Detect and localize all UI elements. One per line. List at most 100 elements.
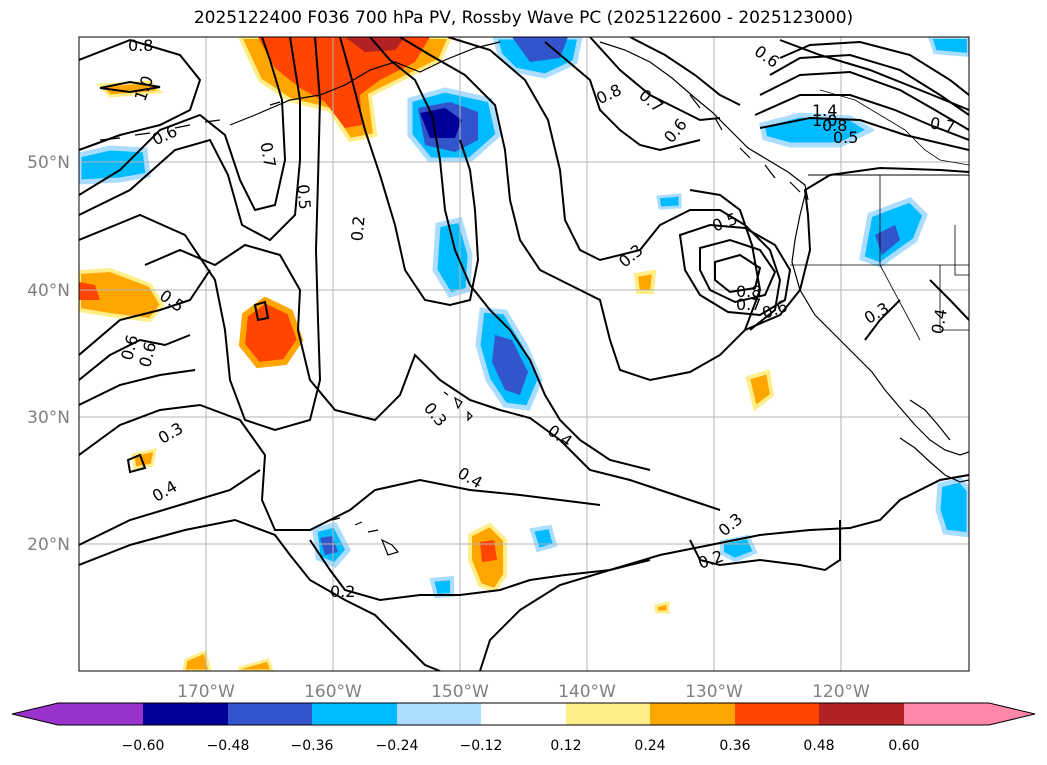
contour-label: 0.2 bbox=[347, 215, 368, 242]
latitude-axis: 50°N 40°N 30°N 20°N bbox=[27, 153, 70, 555]
state-borders bbox=[790, 175, 969, 341]
north-american-interior-coast bbox=[819, 89, 969, 166]
contour-line bbox=[369, 37, 651, 471]
negative-anomaly-core bbox=[512, 37, 568, 62]
colorbar-segment bbox=[58, 703, 143, 725]
contour-line bbox=[929, 279, 969, 321]
contour-line bbox=[144, 243, 721, 511]
colorbar-segment bbox=[481, 703, 566, 725]
negative-anomaly-shade bbox=[927, 37, 969, 58]
lat-tick-20n: 20°N bbox=[27, 535, 70, 555]
contour-line bbox=[754, 94, 969, 141]
colorbar-tick: 0.24 bbox=[634, 738, 665, 754]
contour-line bbox=[864, 299, 901, 341]
positive-anomaly-core bbox=[258, 37, 430, 128]
positive-anomaly-shade bbox=[633, 269, 657, 294]
map-title: 2025122400 F036 700 hPa PV, Rossby Wave … bbox=[193, 8, 854, 28]
contour-label: 0.2 bbox=[330, 582, 355, 601]
negative-anomaly-core bbox=[875, 225, 900, 255]
colorbar-outline bbox=[11, 702, 1036, 726]
lat-tick-50n: 50°N bbox=[27, 153, 70, 173]
colorbar-segment bbox=[904, 703, 989, 725]
contour-line bbox=[629, 37, 741, 106]
contour-line bbox=[339, 37, 480, 307]
lon-tick-160w: 160°W bbox=[304, 682, 362, 702]
positive-anomaly-shade bbox=[745, 369, 775, 412]
us-west-coast bbox=[791, 194, 903, 411]
colorbar-segment bbox=[143, 703, 228, 725]
negative-anomaly-shade bbox=[935, 477, 969, 538]
colorbar-segment bbox=[819, 703, 904, 725]
contour-line bbox=[253, 300, 270, 322]
contour-line bbox=[699, 238, 777, 304]
colorbar-tick: −0.36 bbox=[291, 738, 334, 754]
negative-anomaly-shade bbox=[656, 193, 682, 210]
longitude-axis: 170°W 160°W 150°W 140°W 130°W 120°W bbox=[177, 682, 870, 702]
negative-anomaly-shade bbox=[529, 524, 558, 553]
contour-line bbox=[79, 38, 202, 151]
lat-tick-30n: 30°N bbox=[27, 408, 70, 428]
lon-tick-130w: 130°W bbox=[685, 682, 743, 702]
mexico-coast bbox=[899, 437, 969, 483]
lat-tick-40n: 40°N bbox=[27, 281, 70, 301]
positive-anomaly-shade bbox=[131, 448, 157, 470]
negative-anomaly-core bbox=[492, 335, 528, 395]
contour-line bbox=[309, 539, 651, 602]
colorbar-tick: −0.24 bbox=[376, 738, 419, 754]
map-content bbox=[79, 37, 969, 671]
contour-line bbox=[759, 70, 969, 131]
contour-line bbox=[79, 37, 322, 432]
contour-label: 0.8 bbox=[128, 36, 153, 55]
contour-label: 0.7 bbox=[256, 141, 279, 169]
contour-line bbox=[79, 518, 441, 671]
colorbar-tick: 0.60 bbox=[888, 738, 919, 754]
gulf-of-california bbox=[909, 399, 951, 441]
pacific-islands bbox=[443, 391, 473, 422]
contour-label: 0.7 bbox=[928, 113, 956, 136]
contour-line bbox=[79, 403, 601, 531]
colorbar-tick: −0.60 bbox=[122, 738, 165, 754]
contour-line bbox=[399, 37, 762, 382]
lon-tick-170w: 170°W bbox=[177, 682, 235, 702]
colorbar-segment bbox=[397, 703, 481, 725]
contour-line bbox=[126, 453, 147, 474]
contour-line bbox=[79, 37, 287, 212]
contour-line bbox=[79, 469, 261, 546]
lon-tick-120w: 120°W bbox=[812, 682, 870, 702]
colorbar-tick: 0.12 bbox=[550, 738, 581, 754]
map-panel bbox=[78, 36, 970, 672]
colorbar-segment bbox=[566, 703, 650, 725]
negative-anomaly-shade bbox=[429, 575, 454, 599]
contour-label: 0.5 bbox=[293, 183, 314, 210]
contour-line bbox=[759, 116, 969, 151]
contour-line bbox=[689, 520, 841, 572]
gridlines bbox=[79, 37, 969, 671]
contour-line bbox=[79, 37, 301, 242]
contour-line bbox=[779, 40, 969, 96]
colorbar-tick: 0.48 bbox=[803, 738, 834, 754]
contour-line bbox=[479, 474, 969, 671]
map-frame bbox=[78, 36, 970, 672]
contour-line bbox=[744, 166, 969, 331]
contour-label: 1.4 bbox=[812, 101, 837, 120]
contour-line bbox=[714, 253, 762, 294]
positive-anomaly-shade bbox=[238, 658, 274, 671]
strong-positive-core bbox=[345, 37, 405, 52]
pv-contours bbox=[79, 37, 969, 671]
alaska-coastline bbox=[229, 41, 501, 126]
colorbar-segment bbox=[650, 703, 735, 725]
baja-mexico-coast bbox=[901, 409, 969, 456]
positive-anomaly-shade bbox=[654, 601, 670, 614]
contour-line bbox=[79, 269, 211, 356]
positive-anomaly-shade bbox=[182, 649, 212, 671]
lon-tick-150w: 150°W bbox=[431, 682, 489, 702]
alaska-panhandle-coast bbox=[599, 41, 809, 201]
colorbar-segment bbox=[228, 703, 312, 725]
positive-anomaly-core bbox=[480, 540, 497, 562]
contour-line bbox=[79, 334, 191, 381]
colorbar-tick: −0.48 bbox=[207, 738, 250, 754]
colorbar-segment bbox=[735, 703, 819, 725]
contour-line bbox=[447, 37, 782, 331]
contour-line bbox=[544, 41, 701, 152]
